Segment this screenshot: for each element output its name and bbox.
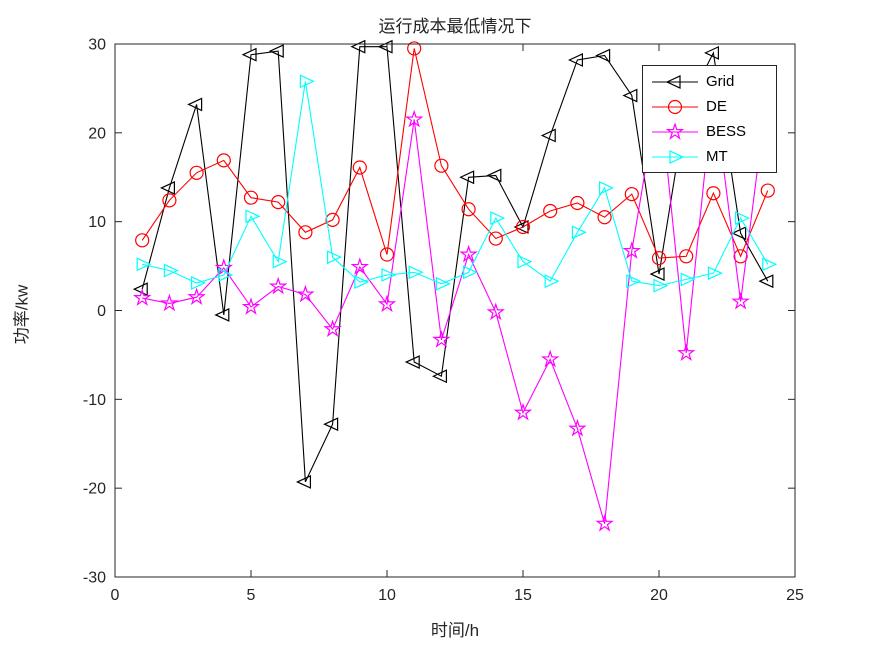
legend-marker-grid bbox=[652, 74, 698, 89]
y-tick-label: 10 bbox=[88, 214, 106, 231]
legend-item-grid: Grid bbox=[643, 70, 776, 94]
legend-label: BESS bbox=[706, 123, 747, 140]
y-tick-label: -30 bbox=[83, 570, 106, 587]
x-tick-label: 0 bbox=[111, 587, 120, 604]
legend: Grid DE BESS MT bbox=[642, 65, 777, 173]
y-axis-label: 功率/kw bbox=[12, 284, 32, 345]
legend-marker-de bbox=[652, 99, 698, 114]
series-markers-de bbox=[135, 41, 775, 266]
series-line-de bbox=[141, 48, 769, 259]
y-tick-label: -20 bbox=[83, 481, 106, 498]
y-tick-label: -10 bbox=[83, 392, 106, 409]
series-de bbox=[135, 41, 775, 266]
x-tick-label: 25 bbox=[786, 587, 804, 604]
y-tick-label: 0 bbox=[97, 303, 106, 320]
y-tick-label: 30 bbox=[88, 37, 106, 54]
chart-title: 运行成本最低情况下 bbox=[378, 17, 532, 36]
legend-label: MT bbox=[706, 148, 728, 165]
y-tick-label: 20 bbox=[88, 125, 106, 142]
x-tick-label: 5 bbox=[247, 587, 256, 604]
series-line-grid bbox=[141, 46, 769, 483]
x-axis-label: 时间/h bbox=[430, 621, 480, 640]
series-markers-mt bbox=[136, 74, 778, 293]
legend-item-bess: BESS bbox=[643, 120, 776, 144]
x-tick-label: 20 bbox=[650, 587, 668, 604]
series-mt bbox=[136, 74, 778, 293]
axes: 0 5 10 15 20 25 -30 -20 -10 0 10 20 30 bbox=[83, 37, 804, 605]
x-tick-label: 15 bbox=[514, 587, 532, 604]
legend-label: DE bbox=[706, 98, 727, 115]
legend-marker-mt bbox=[652, 149, 698, 164]
legend-item-mt: MT bbox=[643, 145, 776, 169]
x-tick-label: 10 bbox=[378, 587, 396, 604]
legend-marker-bess bbox=[652, 121, 698, 140]
legend-item-de: DE bbox=[643, 95, 776, 119]
legend-label: Grid bbox=[706, 73, 735, 90]
